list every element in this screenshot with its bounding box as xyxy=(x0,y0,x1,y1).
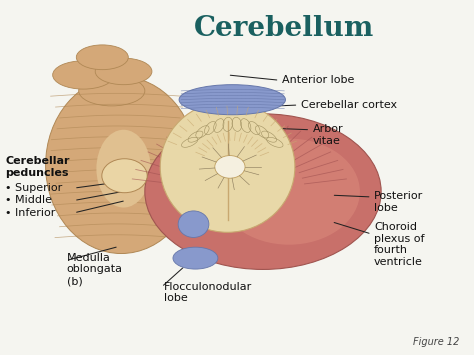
Text: Arbor
vitae: Arbor vitae xyxy=(313,124,343,146)
Ellipse shape xyxy=(173,247,218,269)
Ellipse shape xyxy=(160,102,295,232)
Ellipse shape xyxy=(96,130,151,208)
Text: Cerebellar
peduncles: Cerebellar peduncles xyxy=(5,156,70,178)
Text: Medulla
oblongata
(b): Medulla oblongata (b) xyxy=(67,253,123,286)
Text: • Middle: • Middle xyxy=(5,196,53,206)
Ellipse shape xyxy=(178,211,209,237)
Text: • Superior: • Superior xyxy=(5,183,63,193)
Ellipse shape xyxy=(218,138,360,245)
Ellipse shape xyxy=(53,61,114,89)
Ellipse shape xyxy=(145,114,381,269)
Circle shape xyxy=(102,159,147,193)
Ellipse shape xyxy=(46,77,197,253)
Text: Posterior
lobe: Posterior lobe xyxy=(374,191,423,213)
Text: Choroid
plexus of
fourth
ventricle: Choroid plexus of fourth ventricle xyxy=(374,222,425,267)
Ellipse shape xyxy=(95,58,152,85)
Ellipse shape xyxy=(76,45,128,70)
Text: Figure 12: Figure 12 xyxy=(413,337,459,347)
Circle shape xyxy=(215,155,245,178)
Text: Cerebellum: Cerebellum xyxy=(194,15,374,42)
Ellipse shape xyxy=(79,76,145,106)
Text: Flocculonodular
lobe: Flocculonodular lobe xyxy=(164,282,252,303)
Ellipse shape xyxy=(179,85,285,115)
Text: • Inferior: • Inferior xyxy=(5,208,56,218)
Text: Anterior lobe: Anterior lobe xyxy=(282,75,354,85)
Text: Cerebellar cortex: Cerebellar cortex xyxy=(301,100,397,110)
